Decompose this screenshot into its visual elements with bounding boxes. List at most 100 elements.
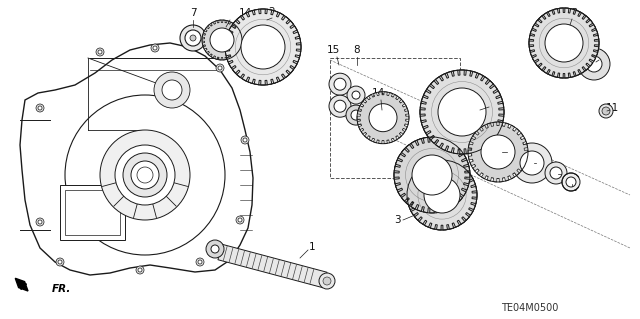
Text: 11: 11 — [605, 103, 619, 113]
Circle shape — [351, 110, 361, 120]
Circle shape — [98, 50, 102, 54]
Text: 6: 6 — [507, 145, 513, 155]
Circle shape — [424, 177, 460, 213]
Text: 2: 2 — [269, 7, 275, 17]
Circle shape — [319, 273, 335, 289]
Circle shape — [58, 260, 62, 264]
Polygon shape — [15, 278, 28, 291]
Circle shape — [360, 95, 406, 141]
Circle shape — [586, 56, 602, 72]
Circle shape — [162, 80, 182, 100]
Circle shape — [196, 258, 204, 266]
Circle shape — [218, 66, 222, 70]
Circle shape — [96, 48, 104, 56]
Text: 12: 12 — [595, 52, 607, 62]
Circle shape — [210, 28, 234, 52]
Circle shape — [241, 25, 285, 69]
Text: 14: 14 — [238, 8, 252, 18]
Circle shape — [56, 258, 64, 266]
Circle shape — [334, 78, 346, 90]
Circle shape — [36, 218, 44, 226]
Circle shape — [323, 277, 331, 285]
Circle shape — [407, 160, 477, 230]
Circle shape — [346, 105, 366, 125]
Circle shape — [100, 130, 190, 220]
Circle shape — [241, 136, 249, 144]
Polygon shape — [218, 244, 327, 288]
Circle shape — [211, 245, 219, 253]
Circle shape — [603, 108, 609, 114]
Circle shape — [153, 46, 157, 50]
Circle shape — [243, 138, 247, 142]
Circle shape — [190, 35, 196, 41]
Text: 13: 13 — [565, 8, 579, 18]
Circle shape — [545, 24, 583, 62]
Text: 14: 14 — [371, 88, 385, 98]
Circle shape — [138, 268, 142, 272]
Text: FR.: FR. — [52, 284, 72, 294]
Polygon shape — [420, 70, 504, 154]
Circle shape — [420, 70, 504, 154]
Circle shape — [131, 161, 159, 189]
Polygon shape — [20, 43, 253, 275]
Circle shape — [38, 220, 42, 224]
Circle shape — [151, 44, 159, 52]
Bar — [60, 185, 125, 240]
Circle shape — [123, 153, 167, 197]
Circle shape — [36, 104, 44, 112]
Text: 8: 8 — [354, 45, 360, 55]
Circle shape — [529, 8, 599, 78]
Circle shape — [512, 143, 552, 183]
Circle shape — [602, 107, 610, 115]
Circle shape — [438, 88, 486, 136]
Circle shape — [562, 173, 580, 191]
Polygon shape — [357, 92, 409, 144]
Circle shape — [204, 22, 239, 58]
Circle shape — [481, 135, 515, 169]
Polygon shape — [202, 20, 242, 60]
Text: 10: 10 — [565, 183, 579, 193]
Circle shape — [115, 145, 175, 205]
Circle shape — [206, 240, 224, 258]
Circle shape — [154, 72, 190, 108]
Circle shape — [352, 91, 360, 99]
Circle shape — [550, 167, 562, 179]
Circle shape — [334, 100, 346, 112]
Text: 15: 15 — [326, 45, 340, 55]
Circle shape — [472, 126, 524, 178]
Circle shape — [545, 162, 567, 184]
Circle shape — [238, 218, 242, 222]
Text: 7: 7 — [189, 8, 196, 18]
Circle shape — [578, 48, 610, 80]
Circle shape — [180, 25, 206, 51]
Circle shape — [412, 155, 452, 195]
Circle shape — [520, 151, 544, 175]
Circle shape — [329, 95, 351, 117]
Circle shape — [599, 104, 613, 118]
Polygon shape — [407, 160, 477, 230]
Bar — [330, 58, 460, 178]
Polygon shape — [225, 9, 301, 85]
Bar — [65, 190, 120, 235]
Circle shape — [394, 137, 470, 213]
Circle shape — [225, 9, 301, 85]
Circle shape — [236, 216, 244, 224]
Polygon shape — [468, 122, 528, 182]
Circle shape — [369, 104, 397, 132]
Circle shape — [137, 167, 153, 183]
Circle shape — [65, 95, 225, 255]
Text: 5: 5 — [490, 98, 496, 108]
Polygon shape — [529, 8, 599, 78]
Circle shape — [347, 86, 365, 104]
Circle shape — [136, 266, 144, 274]
Text: TE04M0500: TE04M0500 — [501, 303, 559, 313]
Text: 9: 9 — [560, 169, 566, 179]
Text: 1: 1 — [308, 242, 316, 252]
Circle shape — [329, 73, 351, 95]
Circle shape — [216, 64, 224, 72]
Circle shape — [198, 260, 202, 264]
Text: 3: 3 — [394, 215, 400, 225]
Circle shape — [38, 106, 42, 110]
Circle shape — [185, 30, 201, 46]
Text: 4: 4 — [534, 161, 540, 171]
